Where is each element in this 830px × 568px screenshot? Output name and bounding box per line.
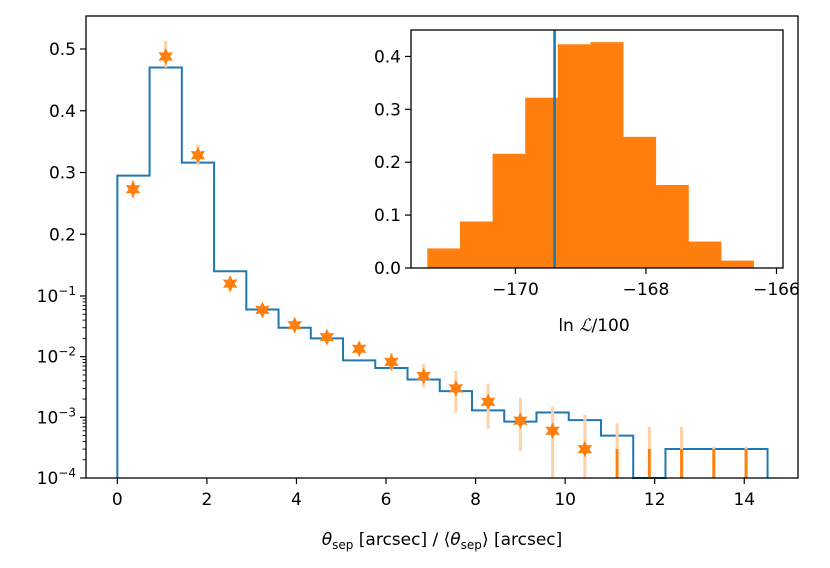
inset-bar [492, 153, 526, 268]
data-point-star [351, 340, 367, 358]
inset-xlabel-ln: ln [558, 316, 579, 336]
inset-x-tick-label: −166 [753, 280, 800, 300]
x-tick-label: 10 [554, 490, 576, 510]
data-point-star [255, 301, 270, 319]
data-point-star [545, 422, 560, 440]
data-point-star [319, 328, 335, 346]
main-x-ticks: 0 2 4 6 8 10 12 14 [112, 478, 755, 510]
data-point-star [577, 440, 593, 458]
main-data-points [125, 47, 593, 458]
data-point-star [384, 353, 399, 371]
y-tick-label: 0.4 [49, 102, 76, 122]
x-tick-label: 12 [644, 490, 666, 510]
data-point-star [416, 367, 431, 385]
inset-x-tick-label: −168 [623, 280, 670, 300]
x-tick-label: 4 [291, 490, 302, 510]
x-tick-label: 0 [112, 490, 123, 510]
data-point-star [190, 146, 206, 164]
y-tick-label: 0.5 [49, 40, 76, 60]
y-tick-label: 10−3 [37, 405, 76, 428]
inset-bar [525, 97, 559, 268]
inset-y-tick-label: 0.0 [374, 259, 401, 279]
main-x-axis-label: θsep [arcsec] / ⟨θsep⟩ [arcsec] [322, 530, 563, 552]
data-point-star [125, 180, 141, 198]
inset-plot-frame [410, 29, 784, 269]
xlabel-end: ⟩ [arcsec] [482, 530, 562, 550]
y-tick-base: 10 [37, 408, 59, 428]
inset-x-tick-label: −170 [492, 280, 539, 300]
xlabel-sub: sep [332, 538, 353, 552]
xlabel-theta: θ [322, 530, 333, 550]
data-point-star [222, 275, 238, 293]
inset-xlabel-rest: /100 [591, 316, 629, 336]
y-tick-exponent: −4 [58, 466, 76, 480]
y-tick-label: 10−4 [37, 466, 76, 489]
inset-y-ticks: 0.0 0.1 0.2 0.3 0.4 [374, 47, 411, 279]
y-tick-label: 10−1 [37, 284, 76, 307]
x-tick-label: 6 [381, 490, 392, 510]
inset-y-tick-label: 0.4 [374, 47, 401, 67]
xlabel-theta2: θ [450, 530, 461, 550]
data-point-star [513, 412, 528, 430]
inset-y-tick-label: 0.2 [374, 153, 401, 173]
inset-xlabel-L: ℒ [579, 316, 592, 336]
main-y-ticks: 0.20.30.40.510−110−210−310−4 [37, 40, 86, 489]
y-tick-exponent: −1 [58, 284, 76, 298]
inset-bar [459, 221, 493, 268]
y-tick-label: 0.2 [49, 225, 76, 245]
y-tick-base: 10 [37, 469, 59, 489]
x-tick-label: 8 [470, 490, 481, 510]
y-tick-base: 10 [37, 287, 59, 307]
inset-x-axis-label: ln ℒ/100 [558, 316, 629, 336]
inset-bar [557, 44, 591, 268]
inset-axes: −170 −168 −166 0.0 0.1 0.2 0.3 0.4 ln ℒ/100 [374, 29, 800, 336]
inset-bar [623, 136, 657, 268]
y-tick-exponent: −2 [58, 345, 76, 359]
inset-y-tick-label: 0.3 [374, 100, 401, 120]
inset-y-tick-label: 0.1 [374, 206, 401, 226]
y-tick-exponent: −3 [58, 405, 76, 419]
data-point-star [287, 316, 302, 334]
xlabel-mid: [arcsec] / ⟨ [353, 530, 450, 550]
y-tick-label: 0.3 [49, 164, 76, 184]
inset-bar [427, 248, 461, 268]
xlabel-sub2: sep [461, 538, 482, 552]
x-tick-label: 14 [733, 490, 755, 510]
main-plot-frame [85, 15, 799, 479]
x-tick-label: 2 [201, 490, 212, 510]
data-point-star [480, 393, 496, 411]
inset-bar [688, 241, 722, 268]
inset-bar [655, 184, 689, 268]
inset-bar [721, 260, 755, 268]
inset-histogram-bars [427, 42, 755, 268]
inset-x-ticks: −170 −168 −166 [492, 268, 800, 300]
data-point-star [448, 379, 464, 397]
y-tick-label: 10−2 [37, 345, 76, 368]
inset-bar [590, 42, 624, 268]
data-point-star [158, 47, 174, 65]
y-tick-base: 10 [37, 348, 59, 368]
main-axes: 0 2 4 6 8 10 12 14 0.20.30.40.510−110−210−310−4… [37, 15, 799, 552]
